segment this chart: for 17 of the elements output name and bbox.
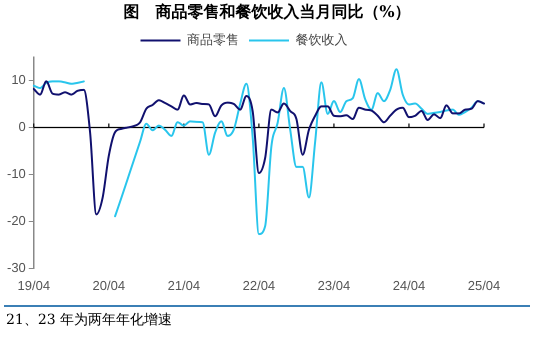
x-tick-label: 22/04 xyxy=(242,278,276,293)
x-tick-label: 23/04 xyxy=(318,278,350,293)
y-tick-label: -20 xyxy=(6,213,26,228)
x-tick-label: 24/04 xyxy=(392,278,426,293)
chart-title: 图 商品零售和餐饮收入当月同比（%） xyxy=(122,1,412,23)
line-series xyxy=(32,80,485,216)
x-tick-label: 19/04 xyxy=(18,278,50,293)
y-tick-label: 0 xyxy=(18,119,26,134)
legend-label: 商品零售 xyxy=(187,32,239,48)
legend-label: 餐饮收入 xyxy=(296,32,348,48)
x-tick-label: 20/04 xyxy=(92,278,126,293)
text: 21、23 年为两年年化增速 xyxy=(5,311,174,330)
y-tick-label: -10 xyxy=(6,166,26,182)
y-tick-label: -30 xyxy=(6,260,26,275)
x-tick-label: 25/04 xyxy=(468,278,500,293)
y-tick-label: 10 xyxy=(11,72,26,88)
x-tick-label: 21/04 xyxy=(168,278,200,293)
